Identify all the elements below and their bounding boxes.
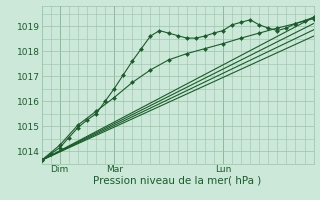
X-axis label: Pression niveau de la mer( hPa ): Pression niveau de la mer( hPa ) (93, 176, 262, 186)
